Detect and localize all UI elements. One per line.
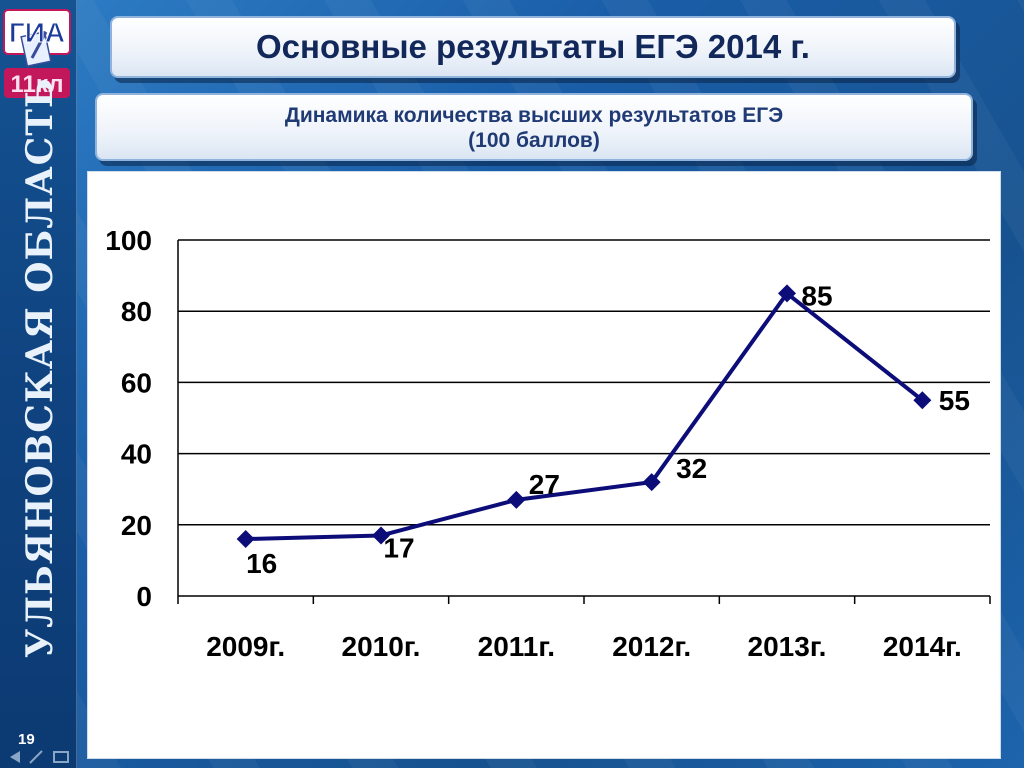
page-title: Основные результаты ЕГЭ 2014 г. bbox=[110, 16, 956, 78]
chart-subtitle-line-1: Динамика количества высших результатов Е… bbox=[284, 104, 784, 127]
x-tick-label: 2013г. bbox=[748, 631, 827, 662]
chart-subtitle-box: Динамика количества высших результатов Е… bbox=[95, 93, 973, 161]
data-point-marker bbox=[372, 526, 390, 545]
data-point-marker bbox=[507, 490, 526, 509]
x-tick-label: 2011г. bbox=[478, 631, 555, 662]
logo-bottom-text: 11кл bbox=[11, 71, 64, 98]
x-tick-label: 2009г. bbox=[206, 631, 285, 662]
x-tick-label: 2012г. bbox=[612, 631, 691, 662]
chart-panel: 0 20 40 60 80 100 2009г. 2010г. 2011г. 2012г. 2013… bbox=[88, 172, 1000, 758]
slide-nav-icons[interactable] bbox=[6, 748, 76, 766]
data-label: 55 bbox=[939, 385, 970, 416]
y-tick-label: 60 bbox=[121, 367, 152, 398]
region-vertical-title: УЛЬЯНОВСКАЯ ОБЛАСТЬ bbox=[19, 77, 61, 658]
y-tick-label: 100 bbox=[105, 225, 152, 256]
y-tick-label: 20 bbox=[121, 510, 152, 541]
prev-arrow-icon bbox=[10, 751, 20, 763]
y-tick-label: 40 bbox=[121, 439, 152, 470]
data-label: 17 bbox=[383, 532, 414, 563]
logo-top-text: ГИА bbox=[9, 17, 65, 48]
data-label: 32 bbox=[676, 453, 707, 484]
x-tick-label: 2014г. bbox=[883, 631, 962, 662]
left-sidebar-strip: ГИА 11кл УЛЬЯНОВСКАЯ ОБЛАСТЬ 19 bbox=[0, 0, 77, 768]
menu-icon bbox=[53, 751, 69, 763]
data-label: 85 bbox=[801, 280, 832, 311]
gia-logo-icon: ГИА 11кл bbox=[3, 9, 71, 98]
data-point-marker bbox=[778, 284, 796, 303]
y-tick-label: 80 bbox=[121, 296, 152, 327]
data-label: 27 bbox=[529, 469, 560, 500]
data-label: 16 bbox=[246, 548, 277, 579]
x-tick-label: 2010г. bbox=[342, 631, 421, 662]
y-tick-label: 0 bbox=[136, 581, 152, 612]
data-point-marker bbox=[642, 473, 661, 492]
data-point-marker bbox=[913, 391, 932, 410]
line-chart: 0 20 40 60 80 100 2009г. 2010г. 2011г. 2012г. 2013… bbox=[105, 225, 991, 662]
slide-number: 19 bbox=[18, 731, 35, 748]
series-line bbox=[245, 291, 924, 542]
data-point-marker bbox=[236, 530, 255, 549]
pen-icon bbox=[29, 750, 43, 764]
chart-subtitle-line-2: (100 баллов) bbox=[468, 129, 600, 152]
